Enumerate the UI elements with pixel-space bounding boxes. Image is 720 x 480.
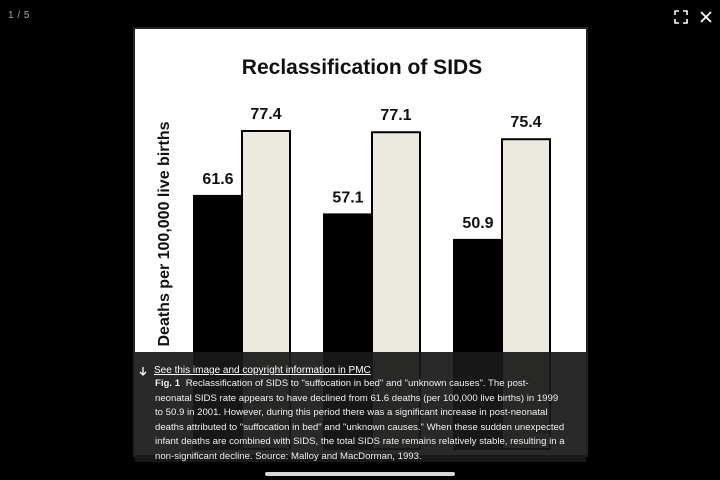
bar-value-label: 50.9 <box>462 215 493 232</box>
fullscreen-button[interactable] <box>672 8 690 26</box>
bar-value-label: 57.1 <box>332 189 363 206</box>
bar-value-label: 77.1 <box>380 107 411 124</box>
copyright-link[interactable]: See this image and copyright information… <box>138 365 371 376</box>
close-icon <box>700 11 712 23</box>
figure-number: Fig. 1 <box>155 378 181 389</box>
image-counter: 1 / 5 <box>8 10 30 21</box>
caption-body: Reclassification of SIDS to "suffocation… <box>155 378 565 462</box>
home-indicator[interactable] <box>265 472 455 476</box>
bar-value-label: 75.4 <box>510 114 541 131</box>
y-axis-label: Deaths per 100,000 live births <box>156 121 173 346</box>
caption-panel <box>135 352 586 462</box>
fullscreen-icon <box>674 10 688 24</box>
bar-chart: Reclassification of SIDS Deaths per 100,… <box>156 56 551 451</box>
close-button[interactable] <box>697 8 715 26</box>
chart-title: Reclassification of SIDS <box>242 56 482 79</box>
arrow-down-icon <box>139 366 147 376</box>
bar-value-label: 61.6 <box>202 171 233 188</box>
bar-value-label: 77.4 <box>250 106 281 123</box>
copyright-link-text: See this image and copyright information… <box>154 365 371 376</box>
figure-caption: Fig. 1 Reclassification of SIDS to "suff… <box>155 377 565 465</box>
